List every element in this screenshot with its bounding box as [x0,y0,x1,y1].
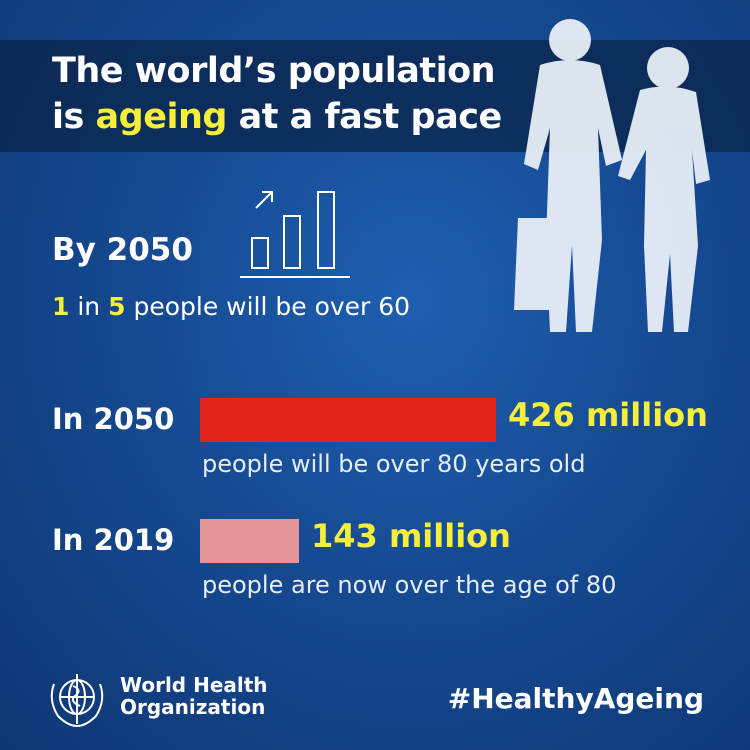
bar-value-label: 143 million [311,517,511,555]
bar [200,519,299,563]
who-organization-name: World Health Organization [120,674,268,718]
stat-rest: people will be over 60 [133,292,411,321]
org-line-1: World Health [120,673,268,697]
page-title: The world’s population is ageing at a fa… [52,48,502,140]
title-line-2-suffix: at a fast pace [238,97,503,137]
who-emblem-icon [50,674,104,728]
bar-value-label: 426 million [508,396,708,434]
title-line-1: The world’s population [52,51,496,91]
growth-bars-icon [240,191,350,278]
bar-category-label: In 2050 [52,402,175,436]
bar [200,398,496,442]
title-band [0,40,750,152]
org-line-2: Organization [120,695,266,719]
title-line-2-prefix: is [52,97,84,137]
headline-stat: 1 in 5 people will be over 60 [52,292,410,321]
bar-category-label: In 2019 [52,523,175,557]
hashtag: #HealthyAgeing [447,682,704,715]
headline-year: By 2050 [52,232,193,268]
bar-caption: people are now over the age of 80 [202,571,617,599]
stat-in-word: in [77,292,101,321]
elderly-couple-silhouette [514,19,710,332]
stat-num-2: 5 [108,292,126,321]
stat-num-1: 1 [52,292,70,321]
bar-caption: people will be over 80 years old [202,450,586,478]
title-highlight: ageing [95,97,228,137]
